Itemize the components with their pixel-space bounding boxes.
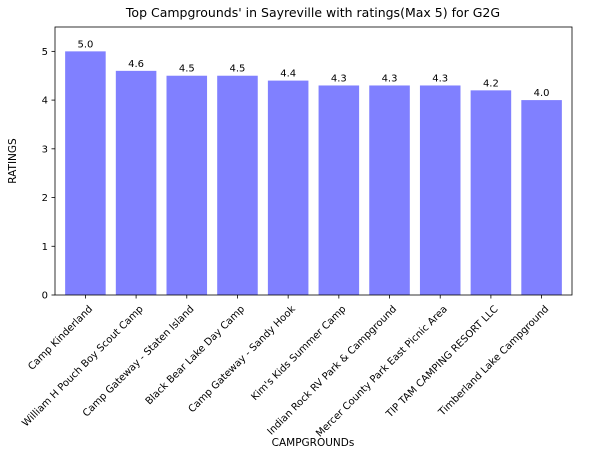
y-tick-label: 4 xyxy=(42,96,48,107)
y-axis-label: RATINGS xyxy=(7,138,19,184)
data-labels-group: 5.0 4.6 4.5 4.5 4.4 4.3 4.3 4.3 4.2 4.0 xyxy=(77,39,549,99)
x-tick-label: Timberland Lake Campground xyxy=(436,304,551,419)
bar xyxy=(470,90,512,295)
bar xyxy=(217,75,258,296)
bar-value-label: 4.5 xyxy=(179,64,195,75)
bar-value-label: 5.0 xyxy=(77,39,93,50)
chart-title: Top Campgrounds' in Sayreville with rati… xyxy=(125,5,500,20)
y-tick-label: 2 xyxy=(42,193,48,204)
bar xyxy=(419,85,461,296)
y-tick-label: 1 xyxy=(42,242,48,253)
bar-value-label: 4.6 xyxy=(128,59,144,70)
y-axis: 0 1 2 3 4 5 xyxy=(42,47,55,302)
bars-group xyxy=(65,51,562,296)
bar xyxy=(267,80,309,295)
bar-value-label: 4.2 xyxy=(483,78,499,89)
bar-value-label: 4.0 xyxy=(534,88,550,99)
bar xyxy=(166,75,208,296)
y-tick-label: 3 xyxy=(42,144,48,155)
bar xyxy=(65,51,106,296)
y-tick-label: 5 xyxy=(42,47,48,58)
bar-value-label: 4.3 xyxy=(382,73,398,84)
bar-value-label: 4.4 xyxy=(280,69,296,80)
bar-value-label: 4.3 xyxy=(331,73,347,84)
plot-frame xyxy=(54,26,573,296)
y-tick-label: 0 xyxy=(42,291,48,302)
x-tick-label: Camp Gateway - Staten Island xyxy=(81,304,196,419)
bar xyxy=(369,85,410,296)
x-tick-label: Black Bear Lake Day Camp xyxy=(144,304,247,407)
x-tick-label: Camp Gateway - Sandy Hook xyxy=(187,304,298,415)
bar-value-label: 4.5 xyxy=(230,64,246,75)
bar xyxy=(521,100,562,295)
bar xyxy=(318,85,360,296)
x-tick-label: Kim's Kids Summer Camp xyxy=(249,304,348,403)
bar xyxy=(115,70,157,295)
bar-value-label: 4.3 xyxy=(432,73,448,84)
x-tick-label: TIP TAM CAMPING RESORT LLC xyxy=(384,304,501,421)
x-axis-label: CAMPGROUNDs xyxy=(272,437,355,449)
